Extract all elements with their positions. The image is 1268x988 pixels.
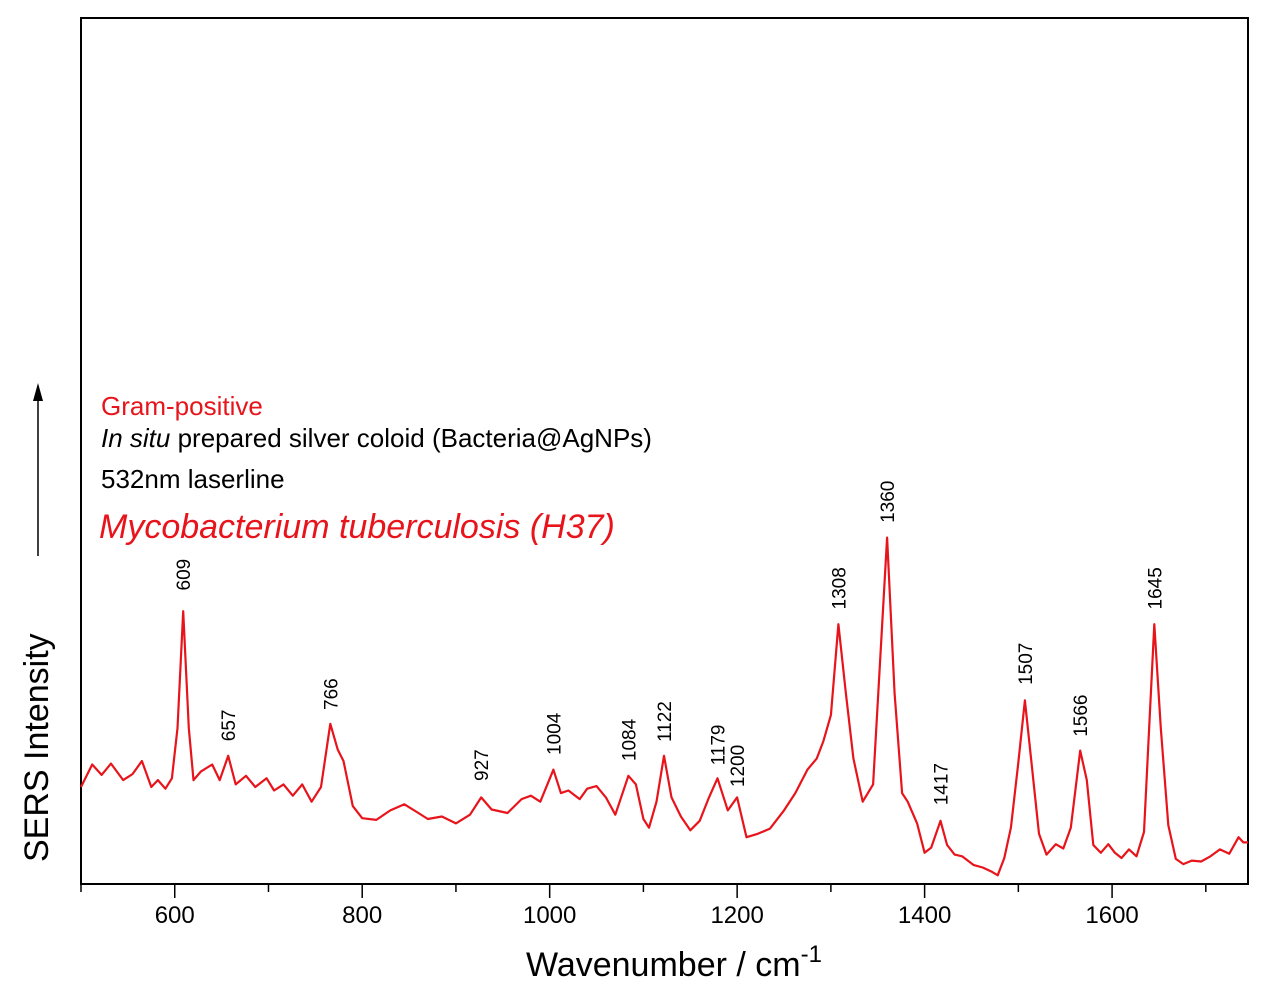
peak-label-1507: 1507 bbox=[1016, 643, 1037, 685]
y-axis-arrow-head bbox=[33, 383, 43, 401]
peak-label-1122: 1122 bbox=[655, 701, 676, 742]
peak-label-1004: 1004 bbox=[544, 712, 565, 755]
x-tick-label: 1400 bbox=[898, 902, 951, 929]
peak-label-1417: 1417 bbox=[932, 763, 953, 805]
annotation-gram-positive: Gram-positive bbox=[101, 391, 263, 421]
peak-label-1566: 1566 bbox=[1071, 695, 1092, 737]
plot-frame bbox=[80, 17, 1249, 885]
peak-label-1308: 1308 bbox=[829, 567, 850, 609]
x-axis-ticks bbox=[80, 884, 1207, 898]
peak-label-1645: 1645 bbox=[1145, 567, 1166, 609]
spectrum-series-line bbox=[80, 536, 1248, 877]
x-tick-label: 1000 bbox=[523, 902, 576, 929]
x-axis-title-superscript: -1 bbox=[801, 941, 822, 968]
x-tick-label: 600 bbox=[155, 902, 195, 929]
peak-label-1360: 1360 bbox=[878, 481, 899, 523]
peak-label-1200: 1200 bbox=[728, 745, 749, 787]
x-axis-title-main: Wavenumber / cm bbox=[526, 946, 801, 984]
y-axis-title: SERS Intensity bbox=[18, 633, 56, 862]
annotation-preparation-italic: In situ bbox=[101, 423, 170, 453]
annotation-preparation-rest: prepared silver coloid (Bacteria@AgNPs) bbox=[170, 423, 652, 453]
x-tick-label: 1600 bbox=[1085, 902, 1138, 929]
x-tick-label: 1200 bbox=[710, 902, 763, 929]
peak-label-1084: 1084 bbox=[619, 718, 640, 761]
peak-label-657: 657 bbox=[219, 709, 240, 741]
annotation-preparation: In situ prepared silver coloid (Bacteria… bbox=[101, 423, 652, 453]
peak-label-766: 766 bbox=[321, 678, 342, 710]
peak-label-927: 927 bbox=[472, 749, 493, 781]
x-tick-label: 800 bbox=[342, 902, 382, 929]
peak-label-609: 609 bbox=[174, 559, 195, 591]
x-axis-title: Wavenumber / cm-1 bbox=[526, 941, 822, 984]
annotation-laserline: 532nm laserline bbox=[101, 464, 285, 494]
x-axis-tick-labels: 600 800 1000 1200 1400 1600 bbox=[155, 902, 1139, 929]
peak-label-1179: 1179 bbox=[709, 725, 730, 766]
annotation-species: Mycobacterium tuberculosis (H37) bbox=[99, 508, 615, 546]
